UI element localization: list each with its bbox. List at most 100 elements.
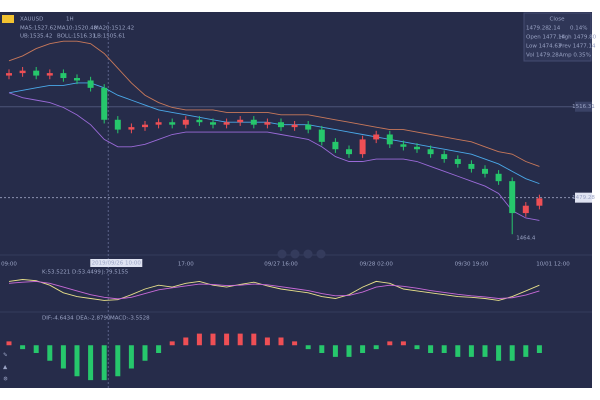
candle-body	[46, 73, 53, 76]
tool-icon[interactable]: ⚙	[3, 377, 8, 383]
candle-body	[19, 70, 26, 74]
macd-bar	[428, 345, 434, 353]
macd-bar	[142, 345, 148, 361]
candle-body	[291, 124, 298, 128]
y-tick-label: 1516.31	[572, 104, 595, 110]
macd-bar	[60, 345, 66, 369]
macd-bar	[523, 345, 529, 357]
info-value: High 1479.80	[559, 35, 597, 41]
macd-bar	[251, 333, 257, 346]
candle-body	[536, 198, 543, 206]
candle-body	[182, 119, 189, 125]
candle-body	[210, 122, 216, 125]
info-value: 2.14	[548, 26, 561, 32]
macd-bar	[292, 341, 298, 346]
candle-body	[128, 127, 135, 130]
macd-bar	[128, 345, 134, 369]
macd-bar	[115, 345, 121, 377]
macd-bar	[482, 345, 488, 357]
macd-bar	[237, 333, 243, 346]
chart-panel	[0, 12, 592, 388]
macd-bar	[74, 345, 80, 377]
tool-icon[interactable]: ▲	[3, 365, 8, 371]
info-value: Amp 0.35%	[559, 53, 591, 59]
macd-bar	[47, 345, 53, 361]
candle-body	[522, 205, 529, 214]
scroll-left-button[interactable]	[303, 249, 313, 259]
macd-bar	[278, 337, 284, 346]
candle-body	[6, 73, 12, 76]
macd-bar	[455, 345, 461, 357]
indicator-line	[8, 92, 540, 221]
legend-entry: K:53.5221	[42, 270, 70, 276]
x-tick-label: 09/30 19:00	[455, 262, 489, 268]
macd-bar	[264, 337, 270, 346]
zoom-in-button[interactable]	[290, 249, 300, 259]
legend-entry: DIF:-4.6434	[42, 316, 74, 322]
macd-bar	[224, 333, 230, 346]
candle-body	[414, 146, 420, 150]
candle-body	[468, 163, 475, 169]
info-value: 0.14%	[570, 26, 587, 32]
zoom-controls	[277, 249, 326, 259]
macd-bar	[183, 337, 189, 346]
legend-entry: J:79.5155	[101, 270, 129, 276]
legend-entry: MA5:1527.62	[20, 26, 57, 32]
candle-body	[169, 122, 176, 125]
legend-entry: MACD:-3.5528	[110, 316, 150, 322]
crosshair-label: 2019/09/26 10:00	[92, 261, 142, 267]
candle-body	[101, 87, 108, 120]
x-tick-label: 10/01 12:00	[536, 262, 570, 268]
macd-bar	[360, 345, 366, 353]
period[interactable]: 1H	[66, 17, 74, 23]
macd-bar	[400, 341, 406, 346]
low-annotation: 1464.4	[516, 236, 536, 242]
candle-body	[60, 73, 67, 79]
candle-body	[114, 119, 121, 130]
macd-bar	[414, 345, 420, 350]
candle-body	[264, 122, 271, 125]
candle-body	[509, 181, 516, 214]
legend-entry: LB:1505.61	[94, 34, 125, 40]
symbol: XAUUSD	[20, 17, 43, 23]
x-tick-label: 17:00	[178, 262, 194, 268]
info-value: Open 1477.14	[526, 35, 566, 41]
candle-body	[373, 134, 380, 140]
candle-body	[427, 149, 434, 155]
macd-bar	[319, 345, 325, 353]
candle-body	[386, 134, 393, 145]
info-value: Low 1474.63	[526, 44, 562, 50]
legend-entry: UB:1535.42	[20, 34, 52, 40]
indicator-line	[8, 280, 540, 300]
scroll-right-button[interactable]	[316, 249, 326, 259]
candle-body	[237, 119, 244, 123]
candle-body	[196, 119, 203, 123]
indicator-line	[8, 82, 540, 185]
macd-bar	[33, 345, 39, 353]
zoom-out-button[interactable]	[277, 249, 287, 259]
info-value: Vol 1479.28	[526, 53, 559, 59]
tool-icon[interactable]: ✎	[3, 353, 8, 359]
macd-bar	[196, 333, 202, 346]
symbol-icon	[2, 15, 14, 23]
candle-body	[482, 168, 488, 174]
macd-bar	[169, 341, 175, 346]
macd-bar	[468, 345, 474, 357]
candle-body	[155, 122, 162, 125]
candle-body	[74, 78, 80, 81]
info-value: Prev 1477.14	[559, 44, 596, 50]
legend-entry: MA10:1520.48	[57, 26, 98, 32]
macd-bar	[20, 345, 26, 350]
info-value: 1479.28	[526, 26, 549, 32]
legend-entry: D:53.4499	[72, 270, 101, 276]
macd-bar	[6, 341, 12, 346]
macd-bar	[346, 345, 352, 357]
macd-bar	[387, 341, 393, 346]
price-tag	[575, 101, 592, 112]
macd-bar	[496, 345, 502, 361]
legend-entry: BOLL:1516.31	[57, 34, 96, 40]
macd-bar	[88, 345, 94, 381]
macd-bar	[536, 345, 542, 353]
candle-body	[346, 149, 352, 155]
